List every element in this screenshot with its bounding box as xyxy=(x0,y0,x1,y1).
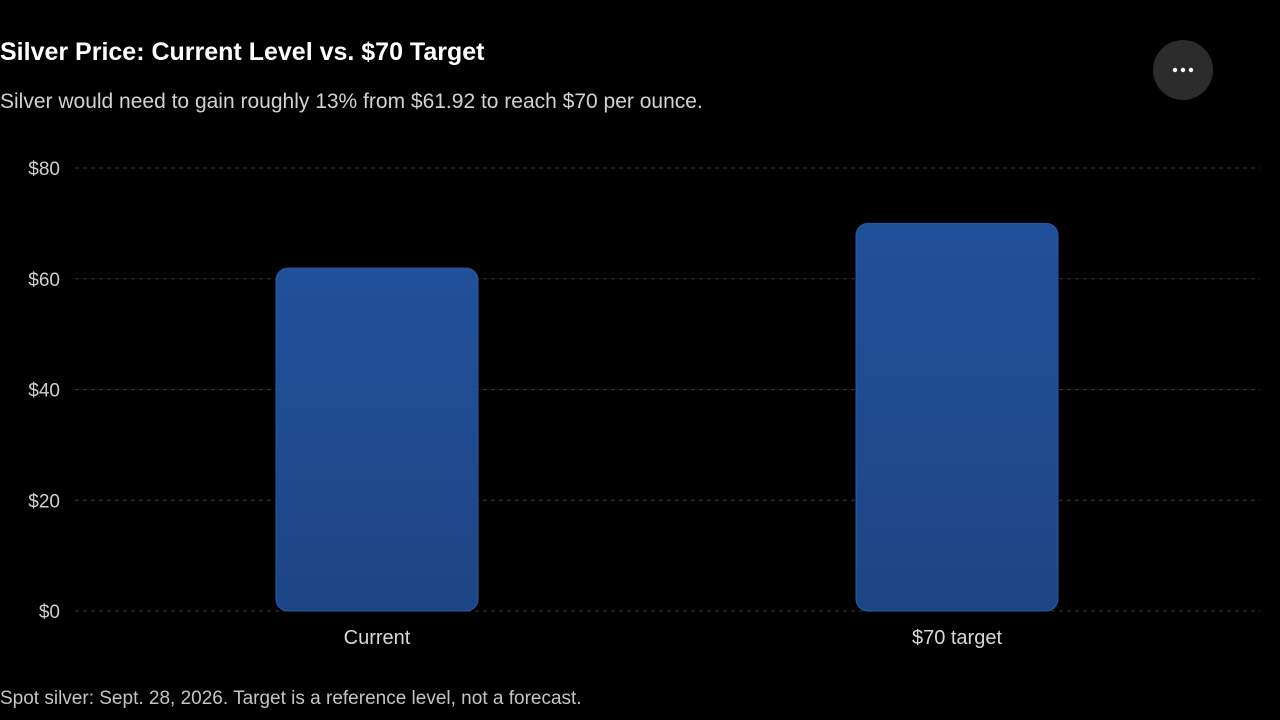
chart-footnote: Spot silver: Sept. 28, 2026. Target is a… xyxy=(0,688,582,709)
x-tick-label: Current xyxy=(344,627,411,649)
bars xyxy=(275,222,1059,612)
y-tick-label: $80 xyxy=(28,159,60,180)
y-tick-label: $60 xyxy=(28,270,60,291)
y-tick-label: $40 xyxy=(28,381,60,402)
y-tick-label: $0 xyxy=(39,602,60,623)
bar-chart: $0 $20 $40 $60 $80 Current $70 target xyxy=(28,159,1260,649)
more-options-button[interactable] xyxy=(1153,40,1213,100)
y-axis-ticks: $0 $20 $40 $60 $80 xyxy=(28,159,60,623)
y-tick-label: $20 xyxy=(28,491,60,512)
bar-current[interactable] xyxy=(275,267,479,612)
chart-title: Silver Price: Current Level vs. $70 Targ… xyxy=(0,38,485,66)
x-tick-label: $70 target xyxy=(912,627,1003,649)
chart-subtitle: Silver would need to gain roughly 13% fr… xyxy=(0,90,703,113)
grid-lines xyxy=(75,167,1260,612)
bar-70-target[interactable] xyxy=(855,222,1059,612)
more-horizontal-icon xyxy=(1172,67,1194,73)
x-axis-ticks: Current $70 target xyxy=(344,627,1003,649)
